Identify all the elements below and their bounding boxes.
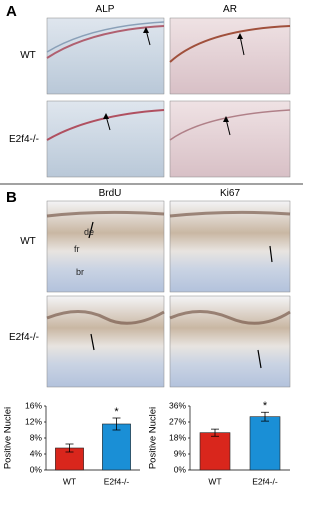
panel-label: A — [6, 3, 17, 20]
micrograph — [46, 100, 165, 178]
y-tick-label: 0% — [30, 464, 43, 474]
micrograph — [169, 100, 291, 178]
y-tick-label: 0% — [174, 464, 187, 474]
micrograph — [46, 295, 165, 388]
row-label: E2f4-/- — [9, 332, 39, 343]
bar — [249, 416, 281, 471]
figure: A ALP AR WT E2f4-/- B BrdU Ki67 WT E2f4-… — [0, 3, 303, 486]
column-label: ALP — [96, 4, 115, 15]
error-bar — [211, 428, 219, 437]
y-tick-label: 16% — [25, 400, 42, 410]
micrograph — [46, 17, 165, 95]
micrograph: de fr br — [46, 200, 165, 293]
annotation: br — [76, 267, 84, 277]
y-tick-label: 36% — [169, 400, 186, 410]
y-axis-label: Positive Nuclei — [3, 407, 14, 469]
y-tick-label: 8% — [30, 432, 43, 442]
y-tick-label: 18% — [169, 432, 186, 442]
y-tick-label: 12% — [25, 416, 42, 426]
error-bar — [261, 411, 269, 422]
row-label: E2f4-/- — [9, 134, 39, 145]
micrograph — [169, 17, 291, 95]
column-label: Ki67 — [220, 188, 240, 199]
micrograph — [169, 200, 291, 293]
column-label: AR — [223, 4, 237, 15]
error-bar — [112, 417, 121, 431]
annotation: fr — [74, 244, 80, 254]
error-bar — [65, 443, 74, 453]
x-tick-label: E2f4-/- — [104, 476, 130, 486]
y-tick-label: 27% — [169, 416, 186, 426]
row-label: WT — [20, 236, 36, 247]
row-label: WT — [20, 50, 36, 61]
y-tick-label: 9% — [174, 448, 187, 458]
bar — [102, 423, 131, 471]
page: {"figure":{ "panel_a":{"label":"A","colu… — [0, 3, 303, 487]
panel-label: B — [6, 189, 17, 206]
micrograph — [169, 295, 291, 388]
significance-mark: * — [114, 406, 119, 418]
y-tick-label: 4% — [30, 448, 43, 458]
y-axis-label: Positive Nuclei — [148, 407, 159, 469]
x-tick-label: E2f4-/- — [252, 476, 278, 486]
x-tick-label: WT — [208, 476, 221, 486]
x-tick-label: WT — [63, 476, 76, 486]
column-label: BrdU — [99, 188, 122, 199]
significance-mark: * — [263, 400, 268, 412]
annotation: de — [84, 227, 94, 237]
bar — [199, 432, 231, 471]
